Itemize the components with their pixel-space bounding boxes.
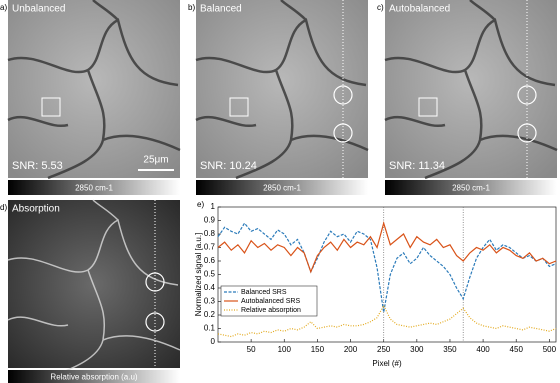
snr-label: SNR: 11.34 — [389, 160, 445, 172]
snr-label: SNR: 5.53 — [12, 160, 63, 172]
panel-title: Autobalanced — [389, 4, 450, 15]
y-tick-label: 0.8 — [204, 229, 216, 238]
panel-label: a) — [0, 3, 7, 12]
y-tick-label: 0.5 — [204, 270, 216, 279]
legend-label: Autobalanced SRS — [241, 298, 300, 305]
y-tick-label: 0.3 — [204, 297, 216, 306]
x-tick-label: 450 — [510, 345, 524, 354]
y-tick-label: 0.2 — [204, 310, 216, 319]
panel-title: Absorption — [12, 204, 60, 215]
x-axis-label: Pixel (#) — [372, 359, 402, 368]
panel-label: b) — [188, 3, 195, 12]
plot-area — [218, 207, 556, 342]
y-tick-label: 1 — [211, 202, 216, 211]
y-tick-label: 0.7 — [204, 243, 216, 252]
figure: a) Unbalanced SNR: 5.53 25μm 2850 cm-1 b) Bala… — [0, 0, 560, 383]
legend-label: Relative absorption — [241, 307, 301, 314]
x-tick-label: 150 — [311, 345, 325, 354]
panel-label: c) — [377, 3, 384, 12]
x-tick-label: 500 — [543, 345, 557, 354]
colorbar-label: 2850 cm-1 — [452, 184, 490, 193]
panel-image — [8, 200, 180, 368]
colorbar-label: 2850 cm-1 — [263, 184, 301, 193]
colorbar-label: Relative absorption (a.u) — [50, 373, 137, 382]
x-tick-label: 300 — [410, 345, 424, 354]
y-tick-label: 0 — [211, 337, 216, 346]
y-axis-label: Normalized signal [a.u.] — [194, 233, 203, 317]
y-tick-label: 0.9 — [204, 216, 216, 225]
x-tick-label: 200 — [344, 345, 358, 354]
panel-label: e) — [197, 200, 204, 209]
snr-label: SNR: 10.24 — [200, 160, 257, 172]
panel-title: Balanced — [200, 4, 242, 15]
scale-bar-label: 25μm — [143, 155, 168, 166]
y-tick-label: 0.1 — [204, 324, 216, 333]
x-tick-label: 400 — [476, 345, 490, 354]
panel-label: d) — [0, 203, 7, 212]
x-tick-label: 100 — [278, 345, 292, 354]
colorbar-label: 2850 cm-1 — [75, 184, 113, 193]
y-tick-label: 0.4 — [204, 283, 216, 292]
panel-title: Unbalanced — [12, 4, 65, 15]
x-tick-label: 350 — [443, 345, 457, 354]
legend-label: Balanced SRS — [241, 289, 287, 296]
x-tick-label: 250 — [377, 345, 391, 354]
y-tick-label: 0.6 — [204, 256, 216, 265]
x-tick-label: 50 — [247, 345, 256, 354]
